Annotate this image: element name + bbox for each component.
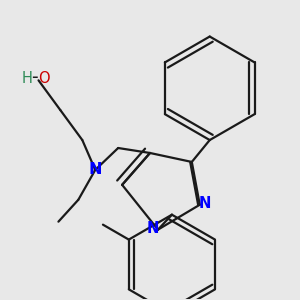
Text: O: O [38,71,50,86]
Text: -: - [32,68,38,87]
Text: N: N [88,162,102,177]
Text: N: N [199,196,211,211]
Text: N: N [146,220,159,236]
Text: H: H [21,71,32,86]
